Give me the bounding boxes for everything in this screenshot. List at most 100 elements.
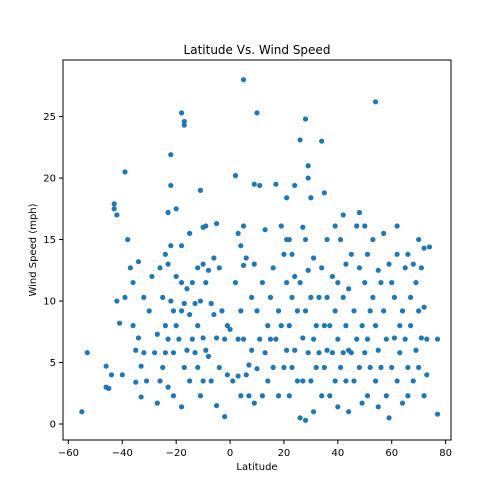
data-point [281,251,287,257]
data-point [176,336,182,342]
data-point [421,393,427,399]
data-point [232,173,239,179]
data-point [135,259,142,265]
data-point [413,347,419,353]
data-point [335,336,341,342]
data-point [181,122,187,128]
data-point [149,273,155,280]
data-point [192,350,198,356]
data-point [348,251,354,257]
data-point [434,411,441,417]
data-point [125,236,131,243]
data-point [187,311,193,318]
data-point [181,118,187,125]
data-point [168,182,174,189]
data-point [130,279,136,286]
data-point [211,255,217,261]
data-point [173,206,179,212]
data-point [351,378,357,384]
data-point [257,336,263,342]
data-point [372,378,379,384]
data-point [418,335,424,341]
data-point [235,336,241,342]
data-point [203,279,209,286]
data-point [165,261,171,267]
data-point [310,409,317,415]
data-point [133,347,139,353]
data-point [370,236,376,243]
data-point [370,294,376,300]
data-point [251,181,257,187]
data-point [289,364,295,371]
data-point [407,294,414,300]
data-point [348,350,354,356]
plot-frame [62,59,452,441]
y-axis-ticks: 0 5 10 15 20 25 [43,112,63,431]
data-point [213,220,220,227]
data-point [254,308,260,314]
data-point [297,279,303,286]
data-point [413,279,419,286]
data-point [213,335,220,341]
data-point [305,350,311,356]
data-point [316,350,322,356]
data-point [246,393,252,399]
data-point [249,294,255,300]
data-point [367,364,373,371]
data-point [346,286,352,292]
data-point [275,393,282,399]
data-point [397,323,403,329]
data-point [362,350,368,356]
data-point [289,294,295,300]
data-point [381,308,387,314]
data-point [319,393,325,399]
data-point [359,323,365,329]
data-point [351,308,357,314]
data-point [278,323,284,329]
data-point [343,261,349,267]
data-point [133,379,139,385]
data-point [391,294,398,300]
data-point [222,414,228,420]
data-point [267,294,274,300]
data-point [359,400,365,406]
data-point [278,223,284,229]
data-point [152,350,158,356]
data-point [178,243,185,249]
data-point [286,393,292,399]
data-point [122,169,128,175]
data-point [399,308,406,314]
data-point [389,364,395,371]
data-point [187,378,193,384]
data-point [372,323,379,329]
data-point [416,364,422,371]
data-point [168,243,174,249]
data-point [378,279,384,286]
data-point [230,378,236,384]
data-point [327,323,333,329]
data-point [367,308,373,314]
data-point [356,364,362,371]
data-point [300,224,306,230]
data-point [354,336,360,342]
data-point [381,230,387,236]
data-point [195,364,201,371]
data-point [200,335,206,341]
data-point [289,251,295,257]
data-point [397,350,403,356]
data-point [208,378,214,384]
data-point [168,298,174,304]
data-point [187,230,193,236]
data-point [329,350,336,356]
data-point [108,372,115,378]
data-point [319,265,325,271]
data-point [332,378,338,384]
data-point [138,363,144,369]
x-tick-label: 20 [278,448,291,459]
data-point [407,323,414,329]
data-point [362,279,368,286]
data-point [321,364,327,371]
data-point [262,227,268,233]
data-point [335,404,341,410]
data-point [356,209,362,216]
